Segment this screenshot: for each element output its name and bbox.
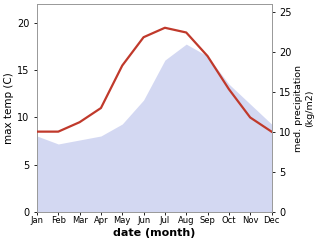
Y-axis label: max temp (C): max temp (C) — [4, 72, 14, 144]
X-axis label: date (month): date (month) — [113, 228, 196, 238]
Y-axis label: med. precipitation
(kg/m2): med. precipitation (kg/m2) — [294, 65, 314, 151]
